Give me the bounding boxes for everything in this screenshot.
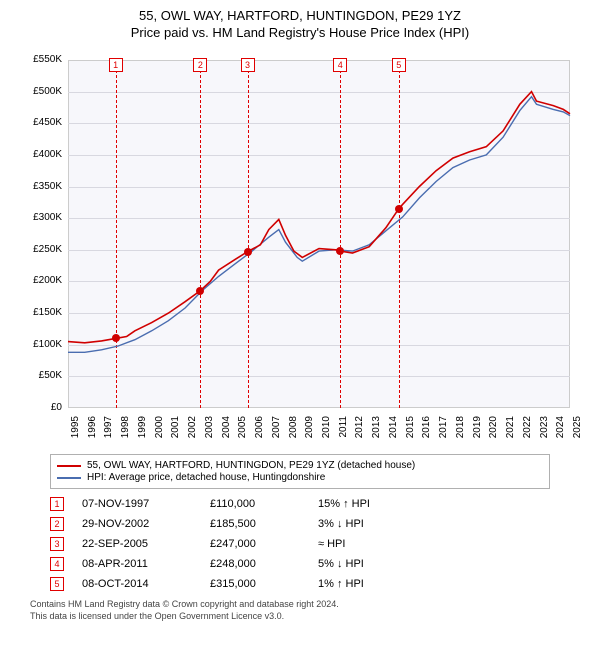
title-line1: 55, OWL WAY, HARTFORD, HUNTINGDON, PE29 … bbox=[0, 8, 600, 23]
x-axis-label: 2021 bbox=[505, 416, 516, 446]
footer-attribution: Contains HM Land Registry data © Crown c… bbox=[30, 599, 570, 622]
x-axis-label: 2006 bbox=[254, 416, 265, 446]
event-delta: 1% ↑ HPI bbox=[318, 578, 408, 590]
legend-swatch bbox=[57, 477, 81, 479]
x-axis-label: 2018 bbox=[455, 416, 466, 446]
event-row: 4 08-APR-2011 £248,000 5% ↓ HPI bbox=[50, 557, 550, 571]
x-axis-label: 2023 bbox=[539, 416, 550, 446]
event-dot bbox=[336, 247, 344, 255]
legend: 55, OWL WAY, HARTFORD, HUNTINGDON, PE29 … bbox=[50, 454, 550, 489]
event-row: 5 08-OCT-2014 £315,000 1% ↑ HPI bbox=[50, 577, 550, 591]
series-hpi bbox=[68, 97, 570, 353]
x-axis-label: 2024 bbox=[555, 416, 566, 446]
x-axis-label: 2000 bbox=[154, 416, 165, 446]
event-price: £247,000 bbox=[210, 538, 300, 550]
legend-row: 55, OWL WAY, HARTFORD, HUNTINGDON, PE29 … bbox=[57, 460, 543, 471]
x-axis-label: 2007 bbox=[271, 416, 282, 446]
events-table: 1 07-NOV-1997 £110,000 15% ↑ HPI 2 29-NOV-200… bbox=[50, 497, 550, 591]
event-price: £248,000 bbox=[210, 558, 300, 570]
x-axis-label: 1997 bbox=[103, 416, 114, 446]
event-dot bbox=[196, 287, 204, 295]
x-axis-label: 2002 bbox=[187, 416, 198, 446]
x-axis-label: 1995 bbox=[70, 416, 81, 446]
event-date: 07-NOV-1997 bbox=[82, 498, 192, 510]
event-row: 1 07-NOV-1997 £110,000 15% ↑ HPI bbox=[50, 497, 550, 511]
event-number-box: 1 bbox=[50, 497, 64, 511]
event-number-box: 3 bbox=[50, 537, 64, 551]
x-axis-label: 2009 bbox=[304, 416, 315, 446]
event-delta: 15% ↑ HPI bbox=[318, 498, 408, 510]
series-lines bbox=[20, 48, 572, 410]
x-axis-label: 2008 bbox=[288, 416, 299, 446]
footer-line1: Contains HM Land Registry data © Crown c… bbox=[30, 599, 570, 611]
event-date: 08-OCT-2014 bbox=[82, 578, 192, 590]
event-price: £185,500 bbox=[210, 518, 300, 530]
event-delta: 3% ↓ HPI bbox=[318, 518, 408, 530]
x-axis-label: 1999 bbox=[137, 416, 148, 446]
x-axis-label: 2022 bbox=[522, 416, 533, 446]
title-line2: Price paid vs. HM Land Registry's House … bbox=[0, 25, 600, 40]
series-price_paid bbox=[68, 92, 570, 343]
x-axis-label: 2019 bbox=[472, 416, 483, 446]
legend-label: HPI: Average price, detached house, Hunt… bbox=[87, 472, 325, 483]
x-axis-label: 2003 bbox=[204, 416, 215, 446]
x-axis-label: 2005 bbox=[237, 416, 248, 446]
event-price: £110,000 bbox=[210, 498, 300, 510]
event-number-box: 4 bbox=[50, 557, 64, 571]
footer-line2: This data is licensed under the Open Gov… bbox=[30, 611, 570, 623]
event-delta: ≈ HPI bbox=[318, 538, 408, 550]
legend-label: 55, OWL WAY, HARTFORD, HUNTINGDON, PE29 … bbox=[87, 460, 415, 471]
x-axis-label: 2025 bbox=[572, 416, 583, 446]
legend-row: HPI: Average price, detached house, Hunt… bbox=[57, 472, 543, 483]
event-dot bbox=[244, 248, 252, 256]
event-date: 22-SEP-2005 bbox=[82, 538, 192, 550]
event-row: 2 29-NOV-2002 £185,500 3% ↓ HPI bbox=[50, 517, 550, 531]
x-axis-label: 2010 bbox=[321, 416, 332, 446]
event-date: 08-APR-2011 bbox=[82, 558, 192, 570]
chart-titles: 55, OWL WAY, HARTFORD, HUNTINGDON, PE29 … bbox=[0, 0, 600, 44]
x-axis-label: 2015 bbox=[405, 416, 416, 446]
x-axis-label: 2016 bbox=[421, 416, 432, 446]
x-axis-label: 2011 bbox=[338, 416, 349, 446]
x-axis-label: 2017 bbox=[438, 416, 449, 446]
event-dot bbox=[112, 334, 120, 342]
x-axis-label: 2012 bbox=[354, 416, 365, 446]
event-number-box: 2 bbox=[50, 517, 64, 531]
x-axis-label: 1998 bbox=[120, 416, 131, 446]
x-axis-label: 2020 bbox=[488, 416, 499, 446]
x-axis-label: 2001 bbox=[170, 416, 181, 446]
event-number-box: 5 bbox=[50, 577, 64, 591]
event-row: 3 22-SEP-2005 £247,000 ≈ HPI bbox=[50, 537, 550, 551]
x-axis-label: 1996 bbox=[87, 416, 98, 446]
chart-area: £0£50K£100K£150K£200K£250K£300K£350K£400… bbox=[20, 48, 580, 448]
legend-swatch bbox=[57, 465, 81, 467]
x-axis-label: 2014 bbox=[388, 416, 399, 446]
event-date: 29-NOV-2002 bbox=[82, 518, 192, 530]
x-axis-label: 2004 bbox=[221, 416, 232, 446]
event-delta: 5% ↓ HPI bbox=[318, 558, 408, 570]
event-price: £315,000 bbox=[210, 578, 300, 590]
x-axis-label: 2013 bbox=[371, 416, 382, 446]
event-dot bbox=[395, 205, 403, 213]
